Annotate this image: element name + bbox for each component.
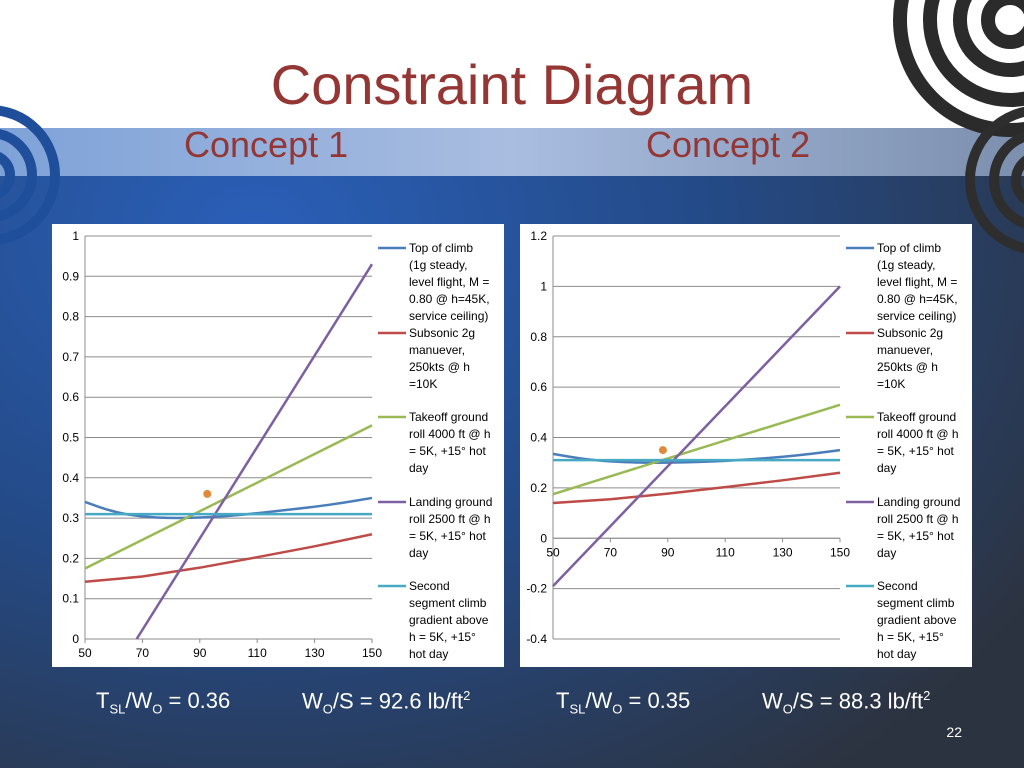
legend-label-takeoff-ground-roll: Takeoff ground <box>877 410 956 424</box>
legend-label-top-of-climb: Top of climb <box>409 241 473 255</box>
legend-label-landing-ground-roll: roll 2500 ft @ h <box>409 512 491 526</box>
legend-label-second-segment-climb: segment climb <box>409 596 487 610</box>
legend-label-top-of-climb: service ceiling) <box>877 309 956 323</box>
legend-label-subsonic-2g: Subsonic 2g <box>877 326 943 340</box>
wing-loading-concept-2: WO/S = 88.3 lb/ft2 <box>762 688 931 717</box>
legend-label-top-of-climb: Top of climb <box>877 241 941 255</box>
x-tick-label: 50 <box>78 646 92 660</box>
legend-label-landing-ground-roll: roll 2500 ft @ h <box>877 512 959 526</box>
concentric-rings-left-icon <box>0 105 60 245</box>
legend-label-second-segment-climb: segment climb <box>877 596 955 610</box>
legend-label-takeoff-ground-roll: roll 4000 ft @ h <box>877 427 959 441</box>
x-tick-label: 130 <box>305 646 325 660</box>
legend-label-takeoff-ground-roll: = 5K, +15° hot <box>877 444 955 458</box>
y-tick-label: 0.9 <box>62 269 79 283</box>
thrust-to-weight-concept-1: TSL/WO = 0.36 <box>96 688 231 717</box>
x-tick-label: 130 <box>773 545 793 559</box>
legend-label-subsonic-2g: 250kts @ h <box>877 360 938 374</box>
legend-label-top-of-climb: 0.80 @ h=45K, <box>877 292 958 306</box>
chart-panel-concept-2: -0.4 -0.2 0 0.2 0.4 0.6 0.8 1 1.2 50 70 90 110 130 150… <box>520 224 972 667</box>
legend-label-top-of-climb: service ceiling) <box>409 309 488 323</box>
x-tick-label: 50 <box>546 545 560 559</box>
series-line-landing-ground-roll <box>135 263 374 640</box>
thrust-to-weight-concept-2: TSL/WO = 0.35 <box>556 688 691 717</box>
y-tick-label: 0.6 <box>62 390 79 404</box>
y-tick-label: -0.2 <box>526 582 547 596</box>
legend-label-takeoff-ground-roll: day <box>877 461 896 475</box>
legend-label-subsonic-2g: Subsonic 2g <box>409 326 475 340</box>
x-tick-label: 110 <box>248 646 267 660</box>
series-line-takeoff-ground-roll <box>552 403 841 496</box>
legend-label-second-segment-climb: h = 5K, +15° <box>877 630 944 644</box>
legend-label-landing-ground-roll: = 5K, +15° hot <box>409 529 487 543</box>
y-tick-label: 0.8 <box>530 330 547 344</box>
x-tick-label: 150 <box>830 545 850 559</box>
y-tick-label: 1 <box>540 279 547 293</box>
x-tick-label: 90 <box>661 545 675 559</box>
y-tick-label: 0.3 <box>62 511 79 525</box>
y-tick-label: 0.5 <box>62 431 79 445</box>
series-line-takeoff-ground-roll <box>84 424 373 570</box>
slide-number: 22 <box>946 724 962 740</box>
y-tick-label: 0 <box>540 531 547 545</box>
legend-label-subsonic-2g: 250kts @ h <box>409 360 470 374</box>
design-point <box>658 446 667 455</box>
legend-label-second-segment-climb: Second <box>409 579 450 593</box>
legend-label-second-segment-climb: hot day <box>877 647 916 661</box>
chart-panel-concept-1: 0 0.1 0.2 0.3 0.4 0.5 0.6 0.7 0.8 0.9 1 50 70 90 110 13… <box>52 224 504 667</box>
legend-label-takeoff-ground-roll: Takeoff ground <box>409 410 488 424</box>
legend-label-takeoff-ground-roll: roll 4000 ft @ h <box>409 427 491 441</box>
y-tick-label: 1 <box>72 229 79 243</box>
legend-label-top-of-climb: (1g steady, <box>409 258 467 272</box>
y-tick-label: -0.4 <box>526 632 547 646</box>
y-tick-label: 0.8 <box>62 310 79 324</box>
legend-label-subsonic-2g: =10K <box>877 377 905 391</box>
x-tick-label: 70 <box>136 646 150 660</box>
y-tick-label: 0.6 <box>530 380 547 394</box>
concentric-rings-top-right-icon <box>893 0 1024 137</box>
legend-label-landing-ground-roll: Landing ground <box>409 495 492 509</box>
x-tick-label: 90 <box>193 646 207 660</box>
x-tick-label: 70 <box>604 545 618 559</box>
concept-2-heading: Concept 2 <box>646 124 811 165</box>
y-tick-label: 1.2 <box>530 229 547 243</box>
y-tick-label: 0 <box>72 632 79 646</box>
legend-label-landing-ground-roll: day <box>877 546 896 560</box>
wing-loading-concept-1: WO/S = 92.6 lb/ft2 <box>302 688 471 717</box>
legend-label-top-of-climb: level flight, M = <box>409 275 489 289</box>
legend-label-top-of-climb: 0.80 @ h=45K, <box>409 292 490 306</box>
concept-1-heading: Concept 1 <box>184 124 349 165</box>
legend-label-subsonic-2g: =10K <box>409 377 437 391</box>
legend-label-second-segment-climb: gradient above <box>409 613 489 627</box>
concentric-rings-right-icon <box>965 106 1024 254</box>
legend-label-landing-ground-roll: day <box>409 546 428 560</box>
legend-label-second-segment-climb: h = 5K, +15° <box>409 630 476 644</box>
legend-label-second-segment-climb: gradient above <box>877 613 957 627</box>
y-tick-label: 0.2 <box>530 481 547 495</box>
x-tick-label: 150 <box>362 646 382 660</box>
y-tick-label: 0.7 <box>62 350 79 364</box>
legend-label-subsonic-2g: manuever, <box>877 343 933 357</box>
legend-label-takeoff-ground-roll: day <box>409 461 428 475</box>
y-tick-label: 0.2 <box>62 551 79 565</box>
series-line-subsonic-2g <box>84 532 373 584</box>
series-line-landing-ground-roll <box>552 285 841 587</box>
legend-label-landing-ground-roll: = 5K, +15° hot <box>877 529 955 543</box>
y-tick-label: 0.4 <box>62 471 79 485</box>
legend-label-subsonic-2g: manuever, <box>409 343 465 357</box>
design-point <box>203 489 212 498</box>
slide-title: Constraint Diagram <box>270 53 754 116</box>
legend-label-top-of-climb: level flight, M = <box>877 275 957 289</box>
legend-label-second-segment-climb: hot day <box>409 647 448 661</box>
constraint-chart-concept-2: -0.4 -0.2 0 0.2 0.4 0.6 0.8 1 1.2 50 70 90 110 130 150… <box>526 229 960 661</box>
series-line-subsonic-2g <box>552 471 841 505</box>
legend-label-landing-ground-roll: Landing ground <box>877 495 960 509</box>
legend-label-takeoff-ground-roll: = 5K, +15° hot <box>409 444 487 458</box>
y-tick-label: 0.4 <box>530 431 547 445</box>
y-tick-label: 0.1 <box>62 592 79 606</box>
x-tick-label: 110 <box>716 545 735 559</box>
legend-label-second-segment-climb: Second <box>877 579 918 593</box>
legend-label-top-of-climb: (1g steady, <box>877 258 935 272</box>
